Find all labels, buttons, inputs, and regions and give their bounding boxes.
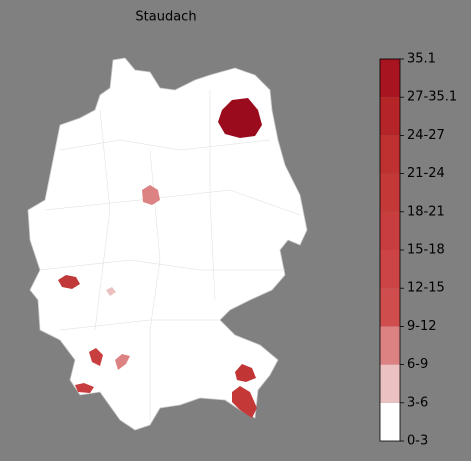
country-outline	[27, 57, 308, 431]
colorbar-label: 27-35.1	[407, 90, 457, 105]
colorbar-label: 18-21	[407, 204, 445, 219]
colorbar-label: 15-18	[407, 243, 445, 258]
colorbar-label: 0-3	[407, 434, 428, 449]
germany-map	[27, 57, 308, 431]
region-red	[89, 348, 103, 366]
region-red	[58, 275, 80, 289]
colorbar: 0-3 3-6 6-9 9-12 12-15 15-18 18-21 21-24 24-27 27…	[379, 52, 457, 449]
region-red	[235, 364, 256, 382]
colorbar-label: 6-9	[407, 357, 428, 372]
colorbar-label: 9-12	[407, 319, 437, 334]
colorbar-segment	[380, 173, 400, 212]
colorbar-segment	[380, 59, 400, 98]
colorbar-segment	[380, 211, 400, 250]
colorbar-segment	[380, 364, 400, 403]
colorbar-segment	[380, 402, 400, 441]
colorbar-segment	[380, 97, 400, 136]
region-red	[232, 386, 257, 418]
colorbar-label: 24-27	[407, 128, 445, 143]
region-pink	[115, 354, 130, 370]
colorbar-label: 35.1	[407, 52, 436, 67]
colorbar-label: 21-24	[407, 166, 445, 181]
colorbar-segment	[380, 250, 400, 289]
colorbar-segment	[380, 288, 400, 327]
colorbar-label: 12-15	[407, 281, 445, 296]
colorbar-label: 3-6	[407, 395, 428, 410]
colorbar-segment	[380, 326, 400, 365]
region-red	[75, 383, 94, 393]
map-title: Staudach	[135, 10, 196, 25]
region-light	[106, 287, 116, 296]
colorbar-segment	[380, 135, 400, 174]
region-dark-red	[218, 98, 262, 138]
region-pink	[142, 185, 160, 205]
region-borders	[39, 90, 301, 420]
